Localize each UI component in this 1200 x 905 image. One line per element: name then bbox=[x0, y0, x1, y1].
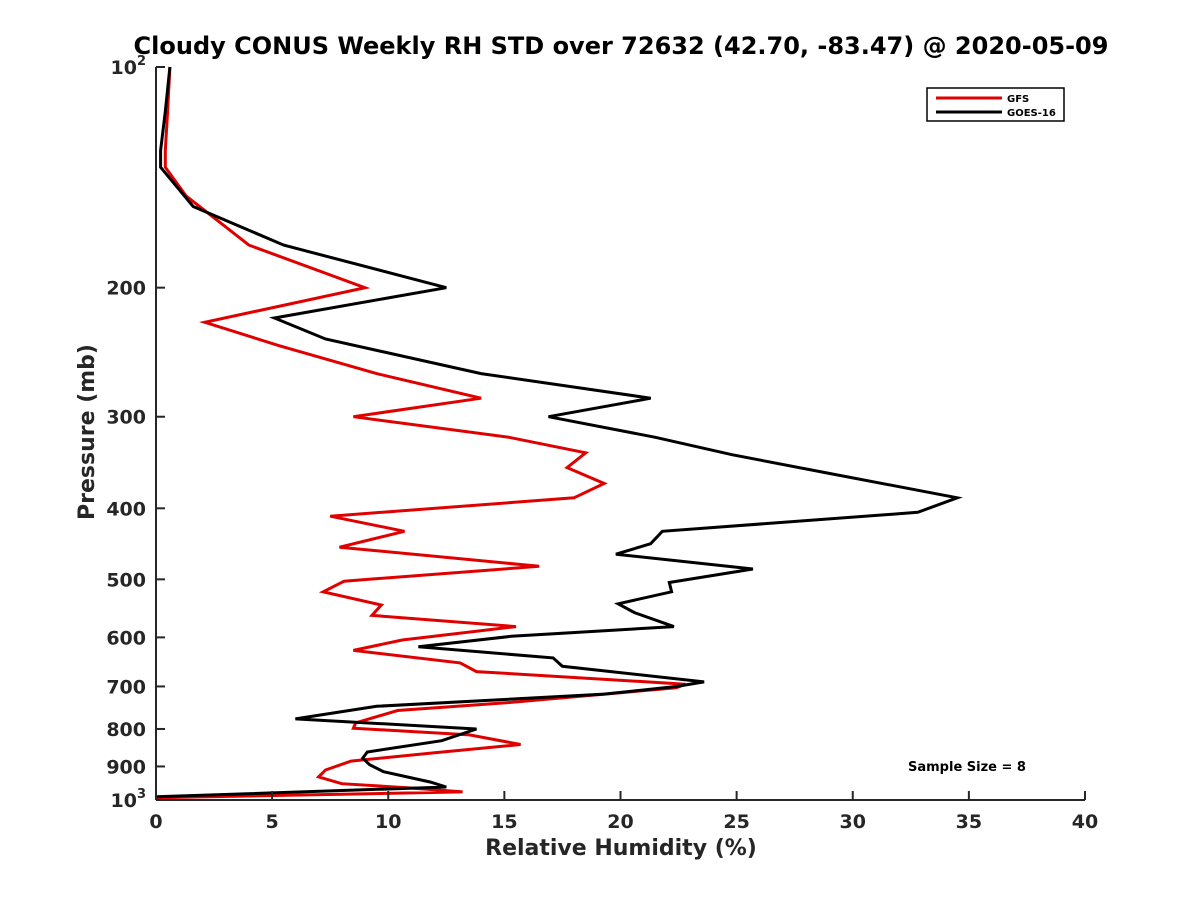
y-tick-label: 600 bbox=[106, 627, 146, 649]
x-tick-label: 0 bbox=[149, 811, 162, 833]
sample-size-annotation: Sample Size = 8 bbox=[908, 760, 1026, 775]
x-tick-label: 35 bbox=[956, 811, 982, 833]
y-tick-label: 400 bbox=[106, 498, 146, 520]
plot-area bbox=[155, 66, 963, 800]
legend-label-goes-16: GOES-16 bbox=[1007, 108, 1056, 119]
x-tick-label: 10 bbox=[375, 811, 401, 833]
x-axis-label: Relative Humidity (%) bbox=[485, 836, 757, 861]
x-tick-label: 40 bbox=[1072, 811, 1098, 833]
series-line-goes-16 bbox=[155, 66, 963, 799]
legend-box bbox=[926, 87, 1065, 122]
y-tick-label: 700 bbox=[106, 676, 146, 698]
x-tick-label: 30 bbox=[840, 811, 866, 833]
legend: GFS GOES-16 bbox=[926, 87, 1065, 122]
axes: 0 5 10 15 20 25 30 35 40 102 200 300 400 500 600 700 800… bbox=[106, 54, 1098, 833]
y-tick-label: 200 bbox=[106, 278, 146, 300]
y-tick-label: 103 bbox=[111, 787, 147, 812]
y-tick-label: 900 bbox=[106, 756, 146, 778]
x-tick-label: 20 bbox=[607, 811, 633, 833]
x-tick-label: 25 bbox=[723, 811, 749, 833]
y-tick-label: 500 bbox=[106, 569, 146, 591]
y-tick-label: 300 bbox=[106, 407, 146, 429]
y-tick-label: 102 bbox=[111, 54, 147, 79]
y-tick-label: 800 bbox=[106, 719, 146, 741]
series-line-gfs bbox=[155, 66, 687, 800]
legend-label-gfs: GFS bbox=[1007, 94, 1029, 105]
y-axis-label: Pressure (mb) bbox=[75, 344, 100, 520]
x-tick-label: 15 bbox=[491, 811, 517, 833]
x-tick-label: 5 bbox=[266, 811, 279, 833]
chart-title: Cloudy CONUS Weekly RH STD over 72632 (4… bbox=[134, 32, 1109, 60]
